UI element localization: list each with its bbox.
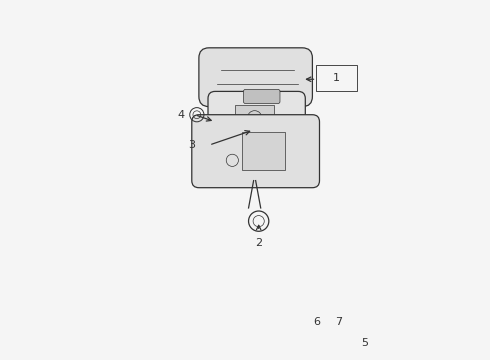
Bar xyxy=(344,329,387,357)
Bar xyxy=(235,105,274,131)
Text: 2: 2 xyxy=(255,238,262,248)
FancyBboxPatch shape xyxy=(93,292,265,360)
FancyBboxPatch shape xyxy=(243,93,269,107)
Bar xyxy=(314,261,387,289)
FancyBboxPatch shape xyxy=(82,276,281,360)
FancyBboxPatch shape xyxy=(311,284,330,304)
FancyBboxPatch shape xyxy=(244,89,280,104)
Bar xyxy=(317,65,357,91)
FancyBboxPatch shape xyxy=(98,302,256,360)
FancyBboxPatch shape xyxy=(192,115,319,188)
Text: 3: 3 xyxy=(188,140,195,150)
Text: 4: 4 xyxy=(177,110,185,120)
Text: 7: 7 xyxy=(335,318,343,328)
Text: 5: 5 xyxy=(362,338,368,348)
Bar xyxy=(243,132,285,171)
Text: 6: 6 xyxy=(313,318,320,328)
FancyBboxPatch shape xyxy=(199,48,313,107)
FancyBboxPatch shape xyxy=(112,275,296,360)
FancyBboxPatch shape xyxy=(208,91,305,144)
Text: 1: 1 xyxy=(333,73,340,83)
